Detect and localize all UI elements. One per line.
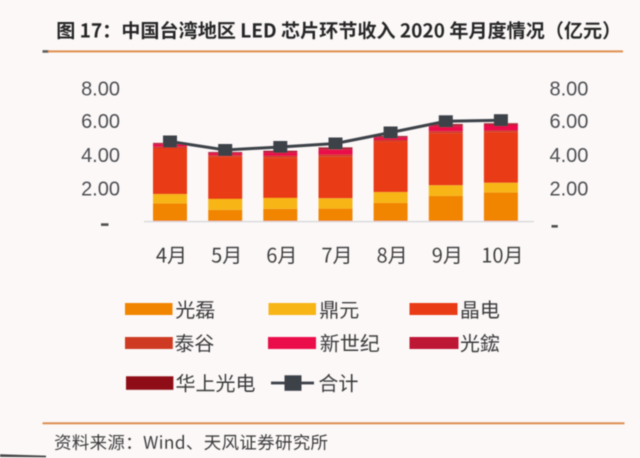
svg-text:4.00: 4.00 — [550, 145, 589, 167]
svg-text:8.00: 8.00 — [550, 78, 589, 100]
svg-text:2.00: 2.00 — [81, 178, 120, 200]
svg-text:6.00: 6.00 — [550, 111, 589, 133]
svg-text:4.00: 4.00 — [81, 145, 120, 167]
svg-text:6.00: 6.00 — [81, 111, 120, 133]
svg-text:8.00: 8.00 — [81, 78, 120, 100]
svg-text:2.00: 2.00 — [550, 178, 589, 200]
